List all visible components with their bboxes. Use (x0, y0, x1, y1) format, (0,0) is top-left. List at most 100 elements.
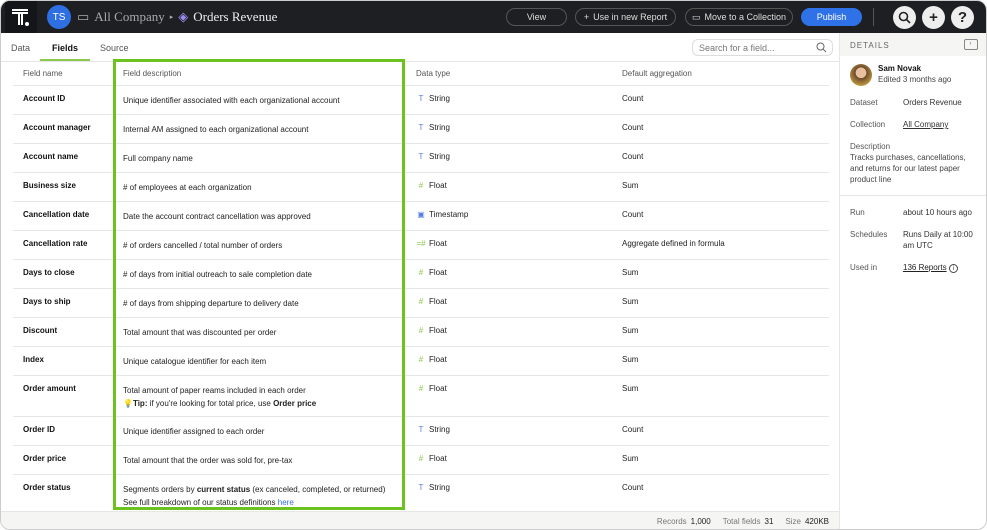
field-name[interactable]: Account manager (13, 114, 113, 144)
table-row[interactable]: Days to close # of days from initial outr… (13, 259, 829, 289)
field-name[interactable]: Index (13, 346, 113, 376)
collapse-panel-icon[interactable]: › (964, 39, 978, 50)
data-type[interactable]: T String (406, 143, 612, 173)
data-type[interactable]: # Float (406, 445, 612, 475)
field-description[interactable]: # of days from initial outreach to sale … (113, 259, 406, 289)
column-header-data-type[interactable]: Data type (406, 63, 612, 86)
data-type[interactable]: ▣ Timestamp (406, 201, 612, 231)
description-value: Tracks purchases, cancellations, and ret… (850, 153, 966, 184)
field-description[interactable]: Internal AM assigned to each organizatio… (113, 114, 406, 144)
field-name[interactable]: Order status (13, 474, 113, 516)
data-type[interactable]: T String (406, 114, 612, 144)
default-aggregation[interactable]: Count (612, 114, 829, 144)
info-icon[interactable]: i (948, 264, 958, 273)
data-type-label: String (429, 122, 450, 132)
default-aggregation[interactable]: Count (612, 143, 829, 173)
data-type[interactable]: # Float (406, 375, 612, 417)
field-description[interactable]: Total amount that was discounted per ord… (113, 317, 406, 347)
description-text: # of days from shipping departure to del… (123, 298, 299, 308)
tab-data[interactable]: Data (11, 43, 31, 53)
help-icon[interactable]: ? (951, 6, 974, 29)
data-type[interactable]: =# Float (406, 230, 612, 260)
field-description[interactable]: Total amount that the order was sold for… (113, 445, 406, 475)
default-aggregation[interactable]: Sum (612, 259, 829, 289)
field-name[interactable]: Order price (13, 445, 113, 475)
field-name[interactable]: Account name (13, 143, 113, 173)
data-type[interactable]: T String (406, 416, 612, 446)
table-row[interactable]: Order ID Unique identifier assigned to ea… (13, 416, 829, 446)
table-row[interactable]: Account manager Internal AM assigned to e… (13, 114, 829, 144)
float-type-icon: # (418, 296, 424, 306)
data-type[interactable]: # Float (406, 317, 612, 347)
user-avatar[interactable]: TS (47, 5, 71, 29)
table-row[interactable]: Cancellation date Date the account contra… (13, 201, 829, 231)
default-aggregation[interactable]: Sum (612, 288, 829, 318)
default-aggregation[interactable]: Sum (612, 172, 829, 202)
used-in-link[interactable]: 136 Reports (903, 263, 947, 272)
string-type-icon: T (418, 122, 424, 132)
field-description[interactable]: Unique identifier assigned to each order (113, 416, 406, 446)
move-to-collection-button[interactable]: ▭ Move to a Collection (685, 8, 793, 26)
default-aggregation[interactable]: Sum (612, 317, 829, 347)
table-row[interactable]: Business size # of employees at each orga… (13, 172, 829, 202)
table-row[interactable]: Days to ship # of days from shipping depa… (13, 288, 829, 318)
default-aggregation[interactable]: Sum (612, 375, 829, 417)
column-header-default-aggregation[interactable]: Default aggregation (612, 63, 829, 86)
field-description[interactable]: # of days from shipping departure to del… (113, 288, 406, 318)
field-name[interactable]: Account ID (13, 85, 113, 115)
default-aggregation[interactable]: Count (612, 85, 829, 115)
field-description[interactable]: # of employees at each organization (113, 172, 406, 202)
breadcrumb-collection[interactable]: All Company (94, 9, 165, 24)
plus-icon[interactable]: + (922, 6, 945, 29)
field-name[interactable]: Order amount (13, 375, 113, 417)
default-aggregation[interactable]: Count (612, 474, 829, 516)
logo[interactable] (5, 1, 37, 33)
data-type[interactable]: # Float (406, 288, 612, 318)
collection-link[interactable]: All Company (903, 120, 949, 129)
table-row[interactable]: Discount Total amount that was discounted… (13, 317, 829, 347)
table-header: Field name Field description Data type D… (13, 63, 829, 86)
table-row[interactable]: Cancellation rate # of orders cancelled /… (13, 230, 829, 260)
search-input[interactable]: Search for a field... (692, 39, 833, 56)
column-header-field-description[interactable]: Field description (113, 63, 406, 86)
data-type[interactable]: # Float (406, 172, 612, 202)
view-button[interactable]: View (506, 8, 567, 26)
table-row[interactable]: Order price Total amount that the order w… (13, 445, 829, 475)
search-icon[interactable] (893, 6, 916, 29)
float-type-icon: # (418, 267, 424, 277)
table-row[interactable]: Order amount Total amount of paper reams … (13, 375, 829, 417)
field-name[interactable]: Business size (13, 172, 113, 202)
status-definitions-link[interactable]: here (277, 497, 294, 507)
data-type-label: String (429, 151, 450, 161)
field-name[interactable]: Discount (13, 317, 113, 347)
field-description[interactable]: Full company name (113, 143, 406, 173)
field-name[interactable]: Days to close (13, 259, 113, 289)
field-description[interactable]: Date the account contract cancellation w… (113, 201, 406, 231)
default-aggregation[interactable]: Sum (612, 346, 829, 376)
default-aggregation[interactable]: Aggregate defined in formula (612, 230, 829, 260)
default-aggregation[interactable]: Count (612, 416, 829, 446)
tab-source[interactable]: Source (100, 43, 129, 53)
data-type[interactable]: # Float (406, 346, 612, 376)
default-aggregation[interactable]: Sum (612, 445, 829, 475)
tab-fields[interactable]: Fields (40, 37, 91, 61)
data-type[interactable]: # Float (406, 259, 612, 289)
default-aggregation[interactable]: Count (612, 201, 829, 231)
field-name[interactable]: Cancellation date (13, 201, 113, 231)
field-description[interactable]: Unique catalogue identifier for each ite… (113, 346, 406, 376)
field-description[interactable]: Unique identifier associated with each o… (113, 85, 406, 115)
field-name[interactable]: Cancellation rate (13, 230, 113, 260)
table-row[interactable]: Account ID Unique identifier associated w… (13, 85, 829, 115)
field-description[interactable]: # of orders cancelled / total number of … (113, 230, 406, 260)
column-header-field-name[interactable]: Field name (13, 63, 113, 86)
description-text: Unique catalogue identifier for each ite… (123, 356, 267, 366)
table-row[interactable]: Account name Full company name T String Coun… (13, 143, 829, 173)
data-type[interactable]: T String (406, 85, 612, 115)
use-in-new-report-button[interactable]: + Use in new Report (575, 8, 676, 26)
table-row[interactable]: Index Unique catalogue identifier for eac… (13, 346, 829, 376)
field-name[interactable]: Days to ship (13, 288, 113, 318)
publish-button[interactable]: Publish (801, 8, 862, 26)
data-type[interactable]: T String (406, 474, 612, 516)
field-name[interactable]: Order ID (13, 416, 113, 446)
field-description[interactable]: Total amount of paper reams included in … (113, 375, 406, 417)
